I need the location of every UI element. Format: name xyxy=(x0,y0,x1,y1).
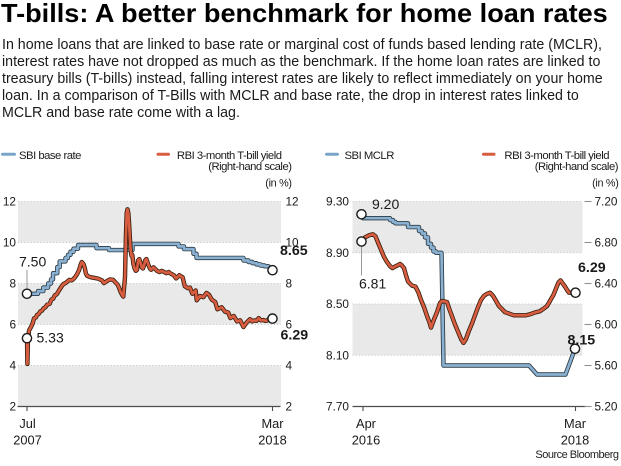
svg-text:6.81: 6.81 xyxy=(359,276,386,292)
svg-text:9.30: 9.30 xyxy=(326,195,349,209)
svg-text:2018: 2018 xyxy=(258,433,286,448)
svg-text:10: 10 xyxy=(3,236,17,250)
svg-text:Apr: Apr xyxy=(356,416,377,431)
svg-text:7.20: 7.20 xyxy=(595,195,618,209)
svg-text:8.65: 8.65 xyxy=(280,243,308,259)
svg-text:9.20: 9.20 xyxy=(372,196,399,212)
svg-text:8.10: 8.10 xyxy=(326,349,349,363)
svg-text:2016: 2016 xyxy=(352,433,380,448)
svg-text:12: 12 xyxy=(286,195,299,209)
svg-text:6.00: 6.00 xyxy=(595,318,618,332)
svg-text:(in %): (in %) xyxy=(592,178,618,190)
svg-text:6: 6 xyxy=(286,318,293,332)
svg-text:(in %): (in %) xyxy=(265,178,291,190)
svg-text:6.29: 6.29 xyxy=(281,328,309,344)
svg-text:4: 4 xyxy=(286,359,293,373)
svg-text:(Right-hand scale): (Right-hand scale) xyxy=(208,161,292,173)
svg-text:RBI 3-month T-bill yield: RBI 3-month T-bill yield xyxy=(504,150,609,162)
svg-text:Mar: Mar xyxy=(564,416,587,431)
svg-text:5.33: 5.33 xyxy=(37,330,64,346)
svg-text:6: 6 xyxy=(9,318,16,332)
svg-text:8: 8 xyxy=(286,277,293,291)
svg-text:7.70: 7.70 xyxy=(326,400,349,414)
svg-text:2: 2 xyxy=(9,400,16,414)
svg-text:2018: 2018 xyxy=(561,433,589,448)
svg-text:6.29: 6.29 xyxy=(578,260,606,276)
svg-text:2: 2 xyxy=(286,400,293,414)
svg-text:RBI 3-month T-bill yield: RBI 3-month T-bill yield xyxy=(177,150,282,162)
svg-text:8: 8 xyxy=(9,277,16,291)
svg-text:SBI MCLR: SBI MCLR xyxy=(345,150,395,162)
svg-text:8.50: 8.50 xyxy=(326,297,349,311)
svg-text:10: 10 xyxy=(286,236,300,250)
svg-text:6.80: 6.80 xyxy=(595,236,618,250)
svg-text:(Right-hand scale): (Right-hand scale) xyxy=(535,161,619,173)
svg-text:2007: 2007 xyxy=(13,433,41,448)
svg-text:8.15: 8.15 xyxy=(568,333,596,349)
svg-text:5.20: 5.20 xyxy=(595,400,618,414)
svg-text:8.90: 8.90 xyxy=(326,246,349,260)
svg-text:Mar: Mar xyxy=(261,416,284,431)
svg-text:4: 4 xyxy=(9,359,16,373)
svg-text:7.50: 7.50 xyxy=(19,254,46,270)
svg-text:6.40: 6.40 xyxy=(595,277,618,291)
svg-text:5.60: 5.60 xyxy=(595,359,618,373)
svg-text:Source Bloomberg: Source Bloomberg xyxy=(535,449,618,461)
svg-text:Jul: Jul xyxy=(19,416,35,431)
svg-text:SBI base rate: SBI base rate xyxy=(19,150,81,162)
svg-text:12: 12 xyxy=(3,195,16,209)
